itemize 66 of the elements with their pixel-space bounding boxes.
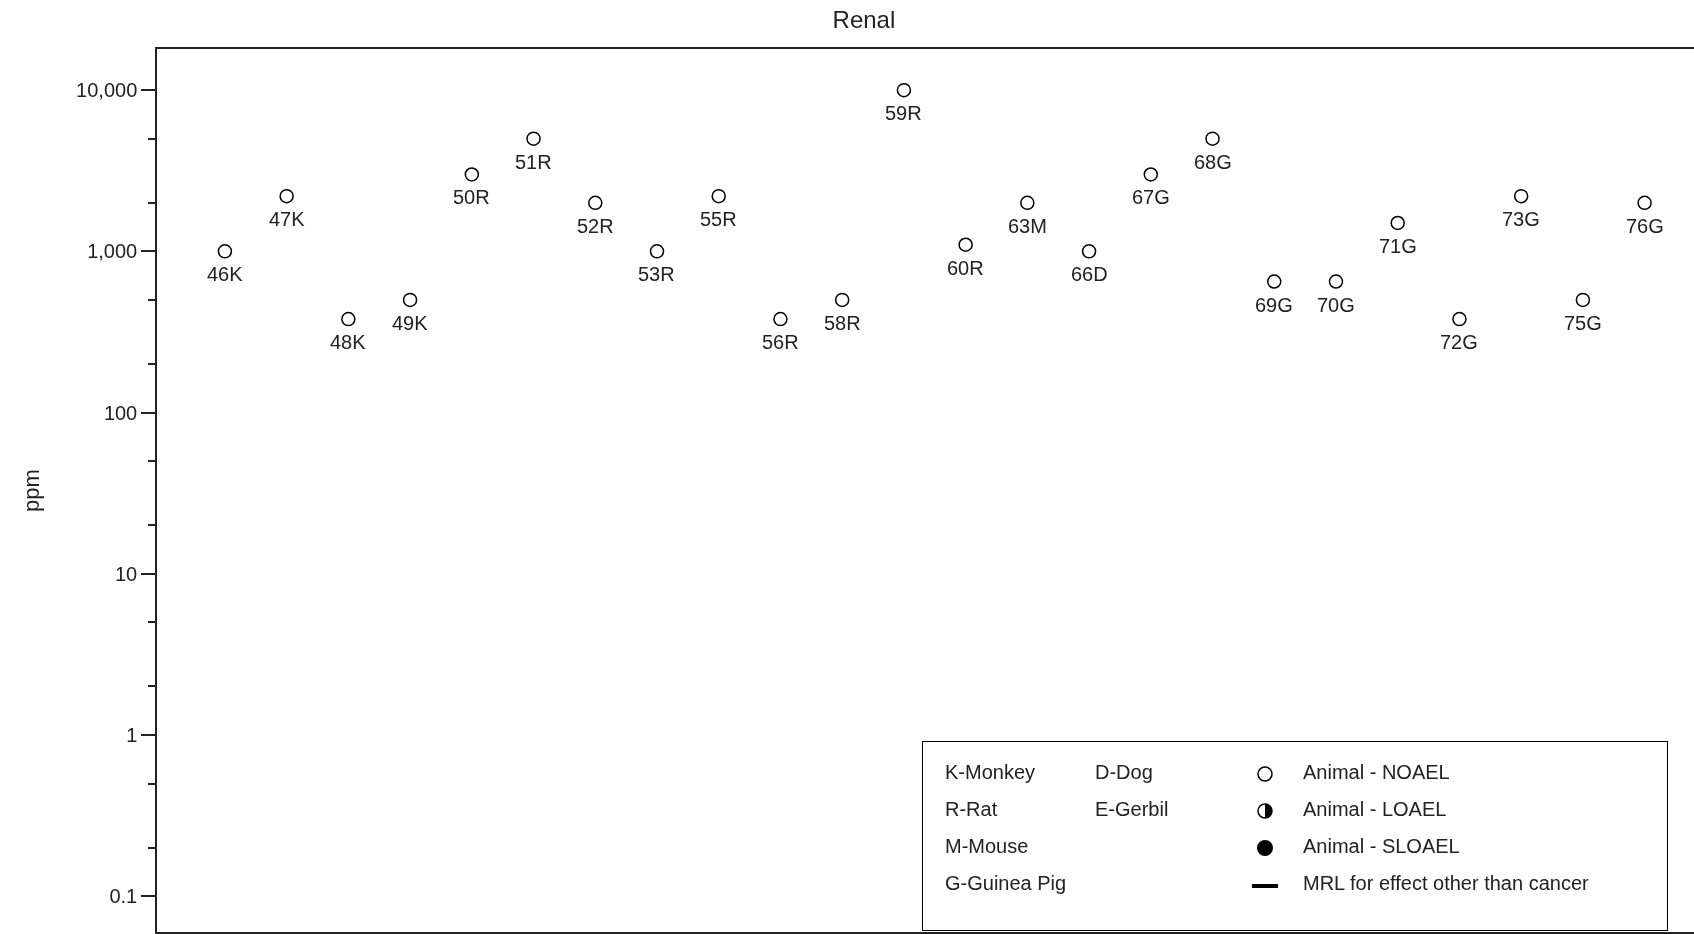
y-tick-label: 1,000	[87, 240, 138, 263]
point	[1390, 215, 1405, 231]
point	[1020, 195, 1035, 211]
x-tick-label: 71G	[1379, 235, 1417, 257]
point	[896, 82, 912, 98]
point	[588, 195, 603, 211]
annotation: E-Gerbil	[1095, 798, 1169, 821]
x-tick-label: 50R	[453, 186, 490, 208]
point	[1575, 292, 1591, 308]
point	[649, 244, 665, 259]
point	[1452, 311, 1467, 327]
x-tick-label: 66D	[1071, 263, 1108, 285]
point	[1267, 274, 1282, 289]
point	[1637, 195, 1652, 211]
point	[1081, 244, 1097, 259]
point	[217, 244, 233, 259]
point	[1328, 274, 1344, 289]
point	[958, 237, 973, 252]
point	[526, 131, 541, 146]
y-tick-label: 100	[103, 401, 138, 424]
x-tick-label: 72G	[1440, 331, 1478, 353]
x-tick-label: 56R	[762, 331, 799, 353]
point	[711, 188, 726, 204]
legend-label: Animal - NOAEL	[1303, 761, 1450, 784]
annotation: D-Dog	[1095, 761, 1153, 784]
annotation: M-Mouse	[945, 835, 1029, 858]
y-axis-title: ppm	[19, 469, 45, 512]
point	[834, 292, 850, 308]
x-tick-label: 48K	[330, 331, 367, 353]
y-tick-label: 10	[115, 562, 138, 585]
x-tick-label: 51R	[515, 151, 552, 173]
y-tick-label: 1	[126, 724, 138, 747]
x-tick-label: 52R	[577, 215, 614, 237]
x-tick-label: 55R	[700, 208, 737, 230]
x-tick-label: 58R	[824, 312, 861, 334]
annotation: R-Rat	[945, 798, 998, 821]
point	[402, 292, 418, 308]
x-tick-label: 75G	[1564, 312, 1602, 334]
y-tick-label: 10,000	[76, 79, 138, 102]
point	[464, 167, 480, 182]
x-tick-label: 73G	[1502, 208, 1540, 230]
annotation: Animal - LOAEL	[1303, 798, 1447, 821]
x-tick-label: 59R	[885, 102, 922, 124]
point	[1513, 188, 1529, 204]
x-tick-label: 49K	[392, 312, 429, 334]
annotation: K-Monkey	[945, 761, 1036, 784]
x-tick-label: 69G	[1255, 294, 1293, 316]
x-tick-label: 60R	[947, 257, 984, 279]
x-tick-label: 46K	[207, 263, 244, 285]
x-tick-label: 67G	[1132, 186, 1170, 208]
x-tick-label: 68G	[1194, 151, 1232, 173]
x-tick-label: 76G	[1626, 215, 1664, 237]
annotation: MRL for effect other than cancer	[1303, 872, 1589, 895]
point	[773, 311, 788, 327]
point	[279, 188, 294, 204]
chart-title: Renal	[832, 6, 896, 34]
x-tick-label: 70G	[1317, 294, 1355, 316]
point	[1143, 167, 1159, 182]
x-tick-label: 63M	[1008, 215, 1047, 237]
y-tick-label: 0.1	[109, 885, 138, 908]
x-tick-label: 53R	[638, 263, 675, 285]
point	[1205, 131, 1220, 146]
x-tick-label: 47K	[269, 208, 306, 230]
annotation: Animal - SLOAEL	[1303, 835, 1460, 858]
annotation: G-Guinea Pig	[945, 872, 1067, 895]
point	[341, 311, 356, 327]
